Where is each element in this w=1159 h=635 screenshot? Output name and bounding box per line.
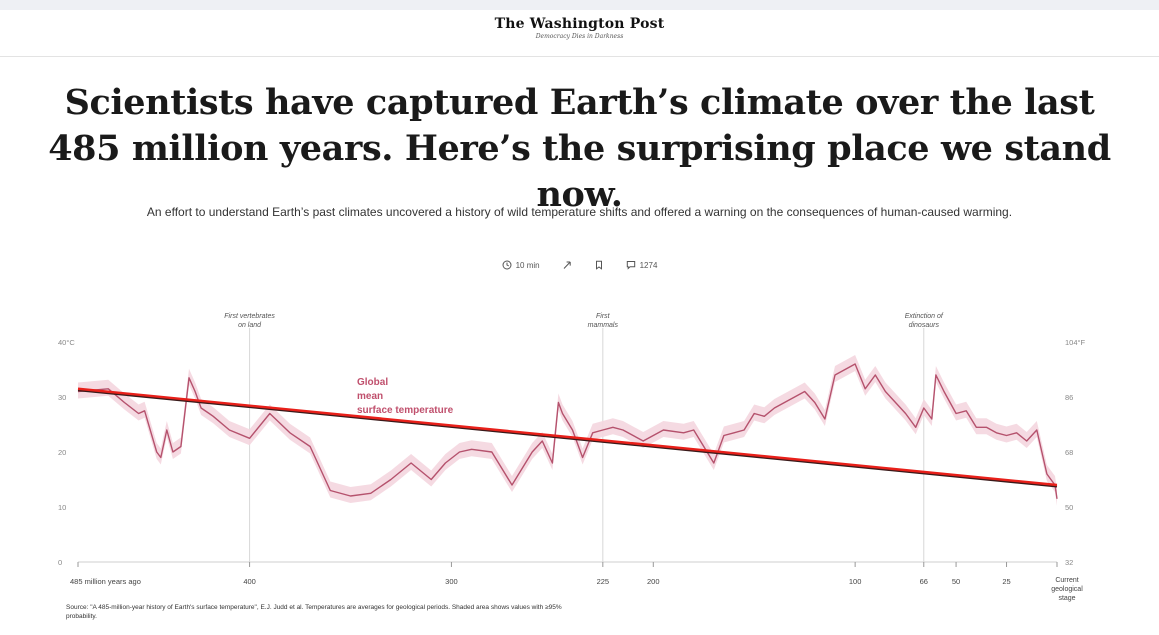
top-bar <box>0 0 1159 10</box>
event-label: Extinction of dinosaurs <box>905 313 944 329</box>
site-tagline: Democracy Dies in Darkness <box>535 33 624 40</box>
share-button[interactable] <box>562 260 572 270</box>
masthead: The Washington Post Democracy Dies in Da… <box>0 16 1159 40</box>
event-label: First mammals <box>588 313 619 329</box>
y-tick-label-right: 68 <box>1065 448 1073 457</box>
x-tick-label: Current geological stage <box>1051 577 1083 602</box>
trend-line-layer <box>77 387 1058 488</box>
read-time-label: 10 min <box>515 260 540 270</box>
chart-source-note: Source: "A 485-million-year history of E… <box>66 604 562 620</box>
y-tick-label-right: 104°F <box>1065 338 1086 347</box>
comment-count: 1274 <box>639 260 658 270</box>
comment-icon <box>626 261 635 270</box>
masthead-divider <box>0 56 1159 57</box>
x-tick-label: 66 <box>920 577 928 586</box>
series-line-layer <box>77 363 1058 499</box>
y-tick-label-left: 20 <box>58 448 66 457</box>
x-tick-label: 400 <box>243 577 256 586</box>
event-label: First vertebrates on land <box>224 313 275 329</box>
y-tick-label-left: 30 <box>58 393 66 402</box>
site-logo[interactable]: The Washington Post <box>494 16 665 32</box>
trend-line-shadow <box>77 389 1058 488</box>
y-tick-label-left: 40°C <box>58 338 75 347</box>
y-tick-label-right: 86 <box>1065 393 1073 402</box>
article-actions: 10 min 1274 <box>0 260 1159 270</box>
bookmark-button[interactable] <box>594 260 604 270</box>
x-tick-label: 100 <box>849 577 862 586</box>
series-line-global-mean <box>77 363 1058 499</box>
x-tick-label: 25 <box>1002 577 1010 586</box>
share-icon <box>563 261 571 269</box>
label-layer: 485 million years ago 400 300 225 200 100 66 50… <box>58 313 1086 602</box>
article-headline: Scientists have captured Earth’s climate… <box>48 82 1111 215</box>
y-tick-label-right: 32 <box>1065 558 1073 567</box>
x-tick-label: 200 <box>647 577 660 586</box>
y-tick-label-right: 50 <box>1065 503 1073 512</box>
axes-layer <box>77 328 1058 567</box>
bookmark-icon <box>595 260 602 270</box>
x-tick-label: 485 million years ago <box>70 577 141 586</box>
clock-icon <box>502 260 512 270</box>
trend-line <box>77 387 1058 487</box>
y-tick-label-left: 0 <box>58 558 62 567</box>
temperature-chart: 485 million years ago 400 300 225 200 100 66 50… <box>58 313 1086 602</box>
x-tick-label: 300 <box>445 577 458 586</box>
x-tick-label: 225 <box>597 577 610 586</box>
read-time: 10 min <box>502 260 540 270</box>
x-tick-label: 50 <box>952 577 960 586</box>
comments-button[interactable]: 1274 <box>626 260 658 270</box>
series-label: Global mean surface temperature <box>357 377 454 416</box>
uncertainty-band <box>78 355 1057 506</box>
uncertainty-band-layer <box>78 355 1057 506</box>
y-tick-label-left: 10 <box>58 503 66 512</box>
article-dek: An effort to understand Earth’s past cli… <box>146 205 1013 219</box>
